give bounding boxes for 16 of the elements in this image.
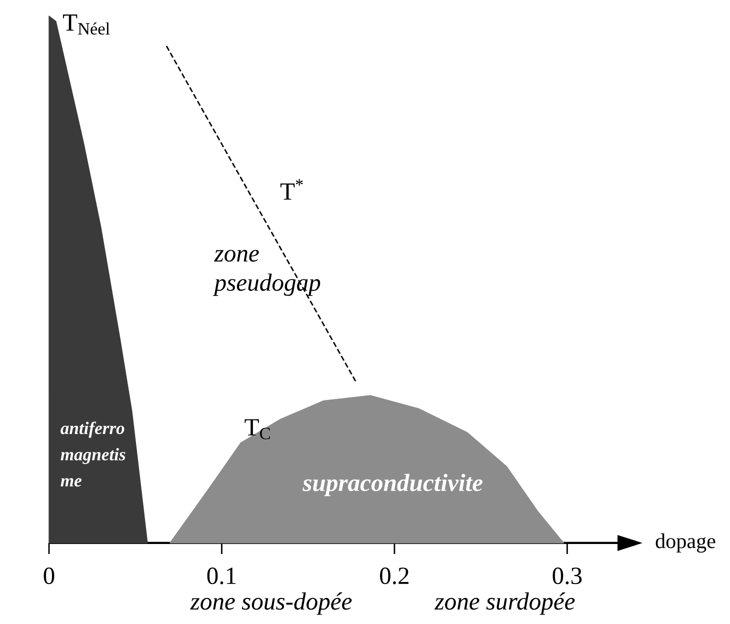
annotation: supraconductivite — [302, 474, 483, 496]
text: zone sous-dopée — [190, 592, 352, 615]
annotation: magnetis — [60, 448, 126, 464]
x-axis-title: dopage — [656, 533, 716, 553]
x-tick-label: 0 — [44, 568, 54, 584]
annotation: pseudogap — [212, 274, 320, 296]
series-label: T$^{*}$ — [280, 179, 303, 200]
x-tick-label: 0.3 — [552, 568, 582, 584]
x-tick-label: 0.1 — [207, 568, 236, 584]
series-label: T$_{Néel}$ — [62, 14, 110, 35]
annotation: me — [60, 478, 82, 487]
series-label: T$_{C}$ — [244, 419, 270, 440]
annotation: zone — [214, 250, 259, 262]
text: zone surdopée — [434, 592, 575, 615]
x-tick-label: 0.2 — [380, 568, 408, 584]
annotation: antiferro — [60, 422, 124, 438]
